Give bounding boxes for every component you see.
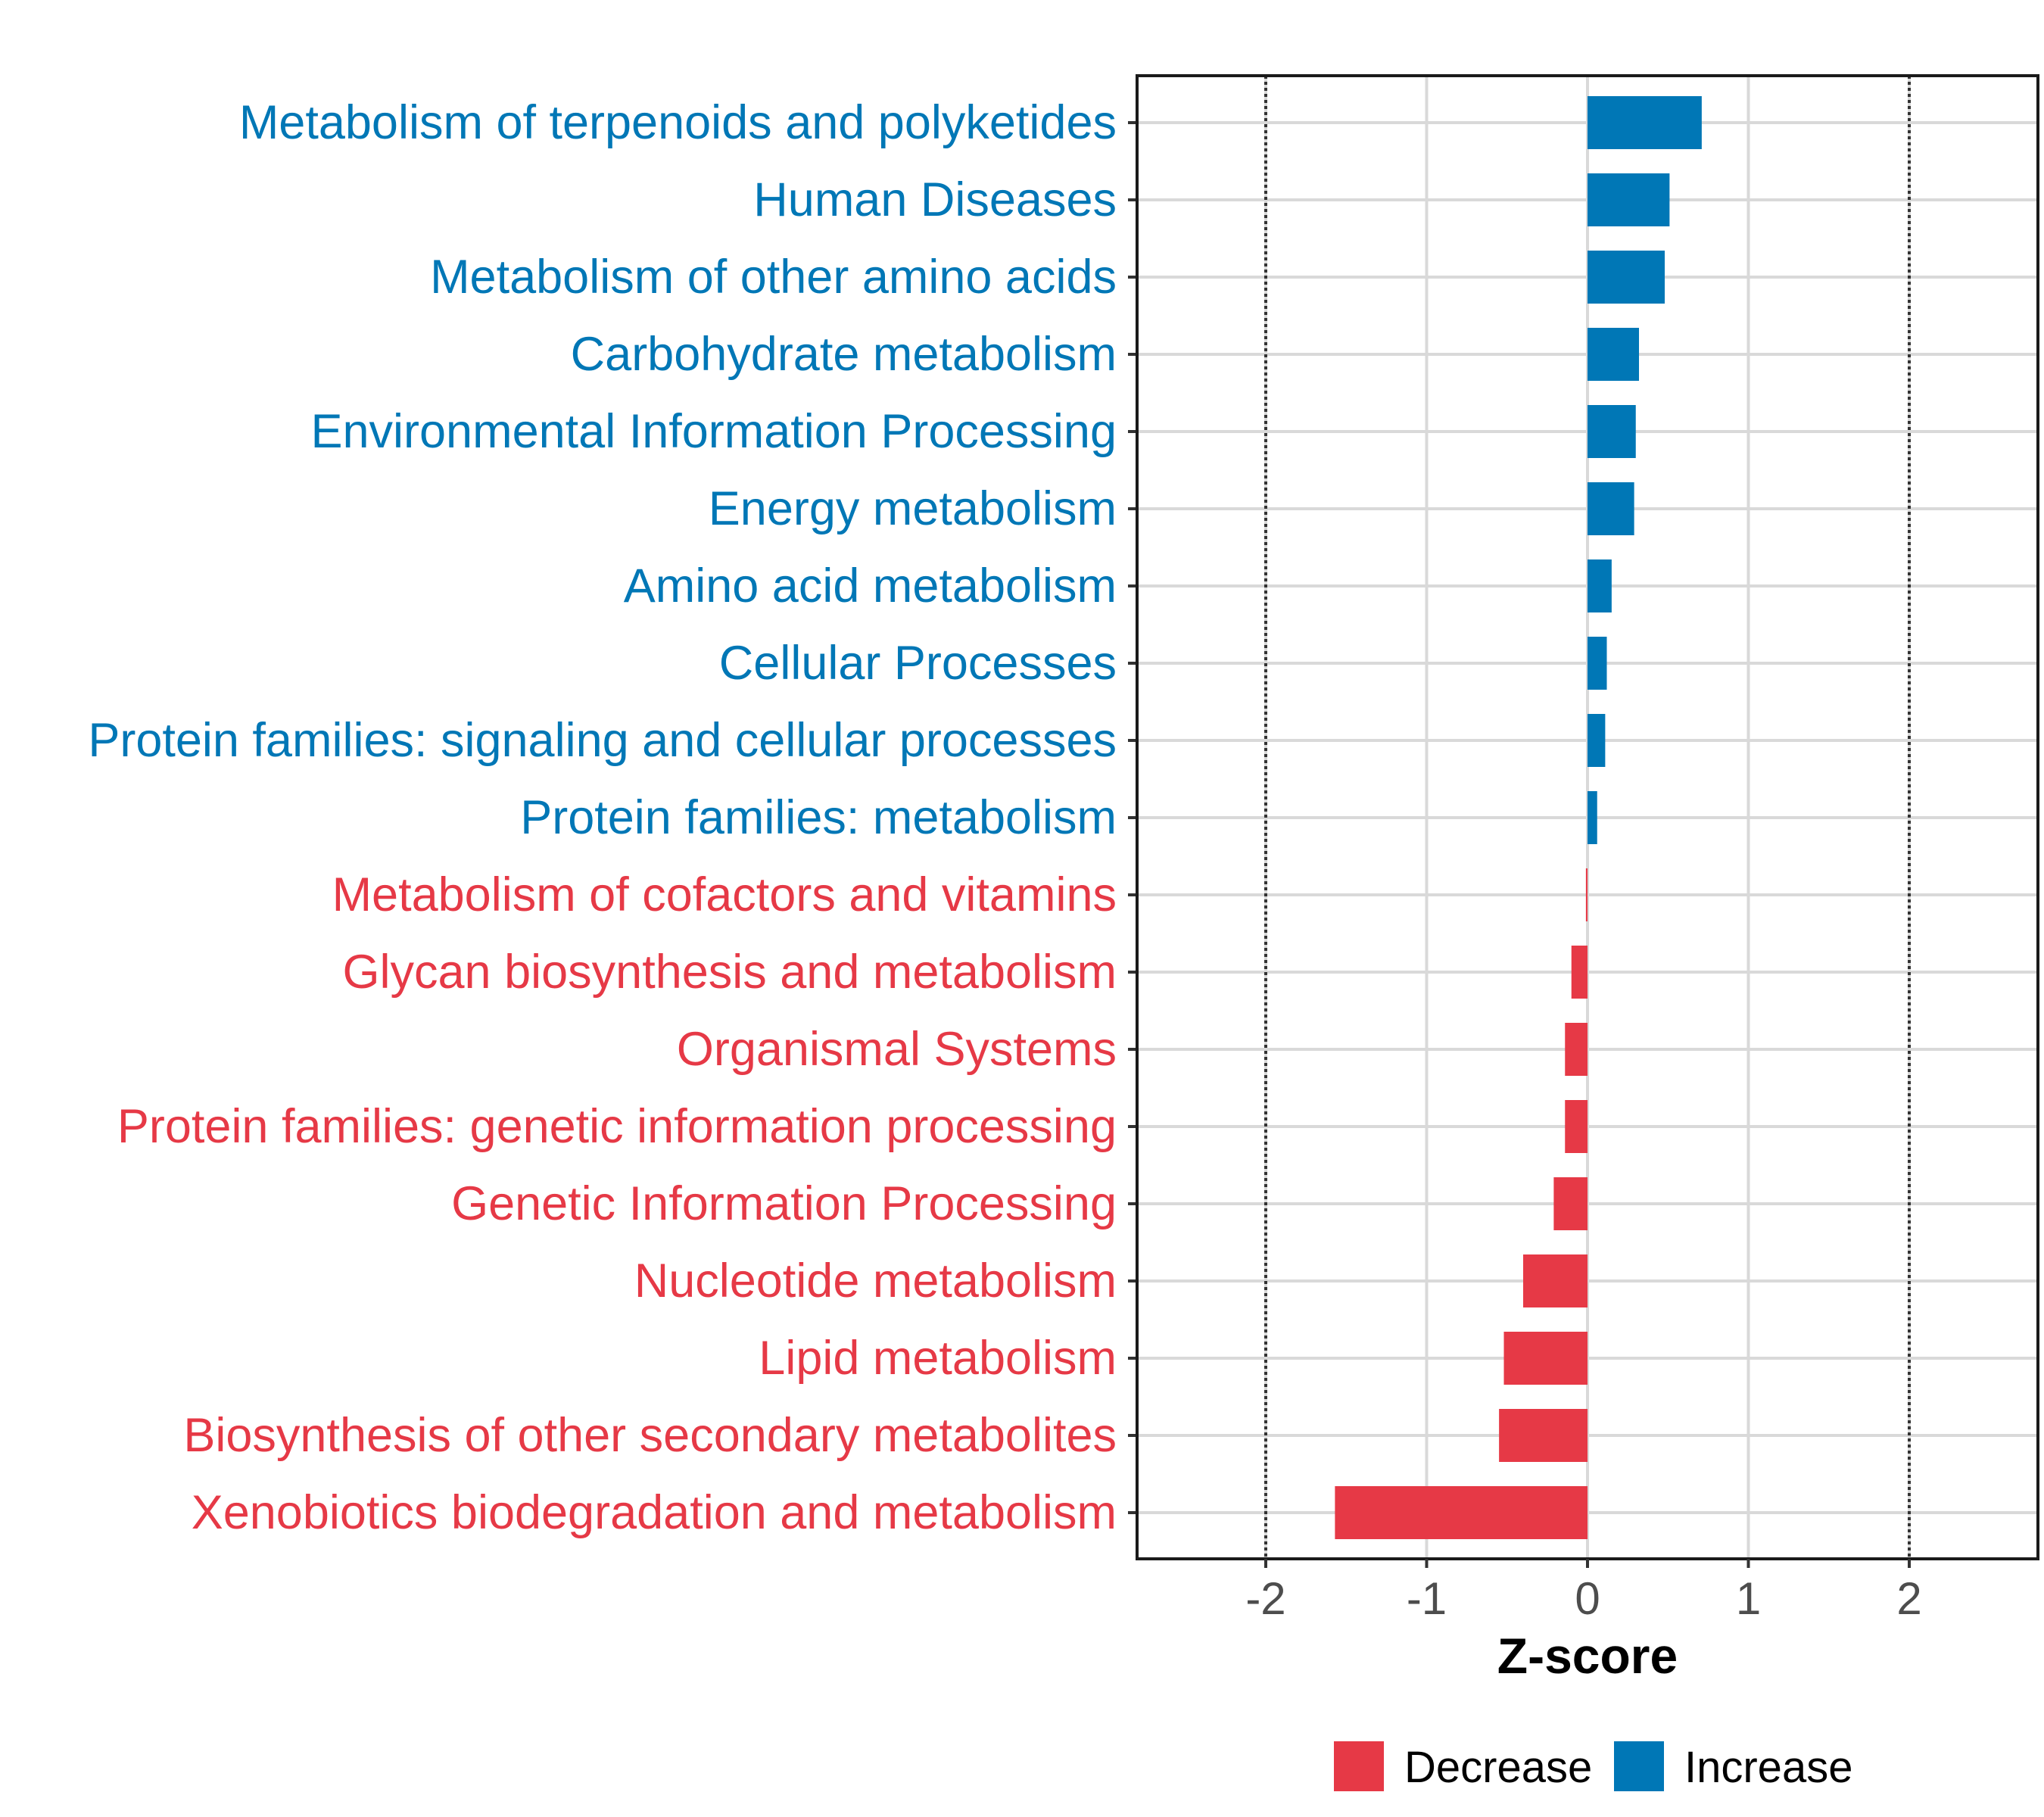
category-label: Metabolism of other amino acids <box>430 251 1117 304</box>
bar-17 <box>1503 1332 1588 1385</box>
bar-2 <box>1588 173 1670 226</box>
bar-7 <box>1588 559 1612 612</box>
category-label: Carbohydrate metabolism <box>571 328 1117 381</box>
category-label: Cellular Processes <box>719 637 1117 690</box>
bar-layer <box>1335 96 1702 1539</box>
category-label: Nucleotide metabolism <box>634 1254 1117 1307</box>
x-axis-title: Z-score <box>1497 1628 1678 1684</box>
legend-label-increase: Increase <box>1684 1743 1852 1792</box>
x-tick-label: -2 <box>1245 1573 1285 1624</box>
category-label: Xenobiotics biodegradation and metabolis… <box>192 1486 1117 1539</box>
category-label: Metabolism of terpenoids and polyketides <box>239 96 1117 149</box>
category-label: Lipid metabolism <box>759 1332 1117 1385</box>
x-tick-label: 1 <box>1736 1573 1761 1624</box>
bar-16 <box>1523 1254 1588 1307</box>
bar-9 <box>1588 714 1606 767</box>
legend-swatch-decrease <box>1334 1741 1384 1791</box>
bar-10 <box>1588 791 1597 844</box>
bar-12 <box>1571 946 1588 999</box>
bar-13 <box>1565 1023 1588 1076</box>
legend-swatch-increase <box>1614 1741 1664 1791</box>
x-tick-label: 2 <box>1896 1573 1921 1624</box>
bar-1 <box>1588 96 1702 149</box>
category-label: Organismal Systems <box>677 1023 1117 1076</box>
bar-14 <box>1565 1100 1588 1153</box>
bar-3 <box>1588 251 1665 304</box>
x-axis: -2 -1 0 1 2 <box>1128 74 2039 1624</box>
x-tick-label: 0 <box>1575 1573 1600 1624</box>
bar-8 <box>1588 637 1607 690</box>
category-label: Environmental Information Processing <box>310 405 1117 458</box>
bar-5 <box>1588 405 1636 458</box>
x-tick-label: -1 <box>1407 1573 1447 1624</box>
category-label: Glycan biosynthesis and metabolism <box>343 946 1117 999</box>
legend: Decrease Increase <box>1334 1741 1852 1792</box>
bar-19 <box>1335 1486 1588 1539</box>
category-label: Human Diseases <box>753 173 1117 226</box>
category-label: Protein families: signaling and cellular… <box>88 714 1117 767</box>
category-label: Metabolism of cofactors and vitamins <box>332 868 1117 921</box>
category-label: Energy metabolism <box>709 482 1117 535</box>
category-label: Genetic Information Processing <box>451 1177 1117 1230</box>
category-label: Protein families: metabolism <box>520 791 1117 844</box>
bar-18 <box>1499 1409 1588 1462</box>
bar-11 <box>1585 868 1588 921</box>
bar-15 <box>1553 1177 1588 1230</box>
category-label: Protein families: genetic information pr… <box>117 1100 1117 1153</box>
bar-4 <box>1588 328 1639 381</box>
bar-6 <box>1588 482 1634 535</box>
category-label: Amino acid metabolism <box>624 559 1117 612</box>
category-labels: Metabolism of terpenoids and polyketides… <box>88 96 1117 1539</box>
legend-label-decrease: Decrease <box>1404 1743 1592 1792</box>
category-label: Biosynthesis of other secondary metaboli… <box>183 1409 1117 1462</box>
